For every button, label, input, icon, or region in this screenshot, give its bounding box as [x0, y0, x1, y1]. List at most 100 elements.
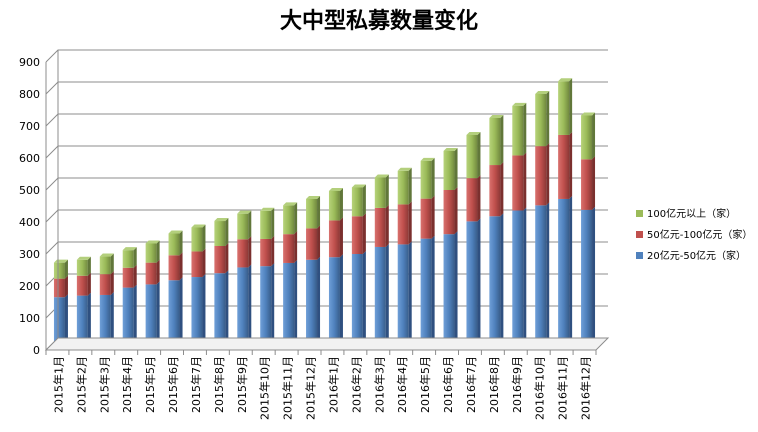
bar-segment: [581, 115, 593, 160]
bar-segment: [76, 295, 88, 350]
bar-side: [64, 259, 68, 279]
legend-label: 20亿元-50亿元（家）: [647, 249, 746, 262]
bar-segment: [489, 165, 501, 217]
bar-side: [294, 202, 298, 235]
bar-side: [546, 91, 550, 147]
bar-top: [283, 202, 298, 206]
bar-side: [133, 247, 137, 268]
bar-segment: [214, 246, 226, 274]
bar-segment: [145, 284, 157, 350]
bar-side: [500, 162, 504, 217]
bar-side: [202, 274, 206, 350]
bar-segment: [535, 146, 547, 206]
bar-segment: [351, 187, 363, 217]
bar-top: [191, 224, 206, 228]
x-tick-label: 2016年10月: [533, 356, 547, 420]
bar-side: [156, 240, 160, 263]
bar-segment: [283, 205, 295, 235]
bar-segment: [558, 198, 570, 350]
bar-segment: [374, 207, 386, 247]
bar-side: [110, 291, 114, 350]
y-tick-label: 500: [19, 184, 40, 197]
bar-segment: [512, 105, 524, 156]
x-tick-label: 2016年8月: [487, 356, 501, 413]
bar-segment: [145, 243, 157, 263]
y-tick-label: 0: [33, 344, 40, 357]
bar-side: [362, 213, 366, 254]
floor: [44, 337, 610, 351]
bar-segment: [489, 216, 501, 350]
bar-top: [214, 218, 229, 222]
bar-side: [523, 152, 527, 211]
bar-segment: [397, 204, 409, 245]
bar-segment: [443, 150, 455, 190]
bar-segment: [53, 262, 65, 279]
bar-side: [317, 256, 321, 350]
bar-side: [431, 235, 435, 350]
bar-side: [385, 243, 389, 350]
bar-side: [431, 157, 435, 199]
bar-side: [271, 235, 275, 267]
gridline: [45, 49, 608, 63]
bar-top: [466, 131, 481, 135]
x-tick-label: 2015年3月: [97, 356, 111, 413]
legend-swatch: [636, 252, 643, 259]
bar-segment: [558, 134, 570, 199]
bar-segment: [420, 160, 432, 199]
bar-segment: [122, 267, 134, 288]
bar-side: [294, 231, 298, 263]
bar-top: [76, 256, 91, 260]
bar-segment: [214, 221, 226, 246]
x-tick-label: 2015年12月: [304, 356, 318, 420]
bar-segment: [351, 216, 363, 254]
bar-segment: [535, 205, 547, 350]
bar-segment: [99, 274, 111, 295]
bar-side: [454, 231, 458, 350]
bar-side: [87, 272, 91, 296]
bar-side: [362, 184, 366, 217]
x-tick-label: 2016年12月: [579, 356, 593, 420]
y-tick-label: 700: [19, 120, 40, 133]
bar-top: [122, 247, 137, 251]
bar-segment: [99, 256, 111, 275]
x-tick-label: 2015年7月: [189, 356, 203, 413]
bar-segment: [351, 254, 363, 350]
bar-segment: [53, 297, 65, 350]
bar-side: [385, 174, 389, 208]
bar-segment: [168, 255, 180, 281]
bar-side: [408, 201, 412, 245]
bar-side: [110, 253, 114, 275]
bar-top: [420, 157, 435, 161]
x-tick-label: 2016年4月: [395, 356, 409, 413]
bar-segment: [306, 228, 318, 260]
x-tick-label: 2016年7月: [464, 356, 478, 413]
bar-segment: [283, 234, 295, 263]
bar-side: [569, 195, 573, 350]
legend-label: 100亿元以上（家）: [647, 207, 736, 220]
bar-side: [248, 264, 252, 350]
bar-segment: [145, 262, 157, 285]
y-tick-label: 100: [19, 312, 40, 325]
bar-side: [156, 281, 160, 350]
x-tick-label: 2015年2月: [74, 356, 88, 413]
bar-segment: [122, 250, 134, 268]
bar-segment: [53, 278, 65, 298]
bar-side: [133, 284, 137, 350]
bar-top: [512, 102, 527, 106]
bar-side: [385, 204, 389, 247]
x-tick-label: 2016年3月: [372, 356, 386, 413]
bar-side: [64, 294, 68, 350]
bar-top: [328, 187, 343, 191]
legend-swatch: [636, 231, 643, 238]
bar-side: [317, 225, 321, 260]
x-tick-label: 2015年1月: [51, 356, 65, 413]
x-tick-label: 2016年11月: [556, 356, 570, 420]
legend-swatch: [636, 210, 643, 217]
y-tick-label: 200: [19, 280, 40, 293]
bar-segment: [466, 178, 478, 222]
x-tick-label: 2015年10月: [258, 356, 272, 420]
bar-side: [477, 175, 481, 222]
bar-segment: [374, 246, 386, 350]
bar-segment: [260, 266, 272, 350]
